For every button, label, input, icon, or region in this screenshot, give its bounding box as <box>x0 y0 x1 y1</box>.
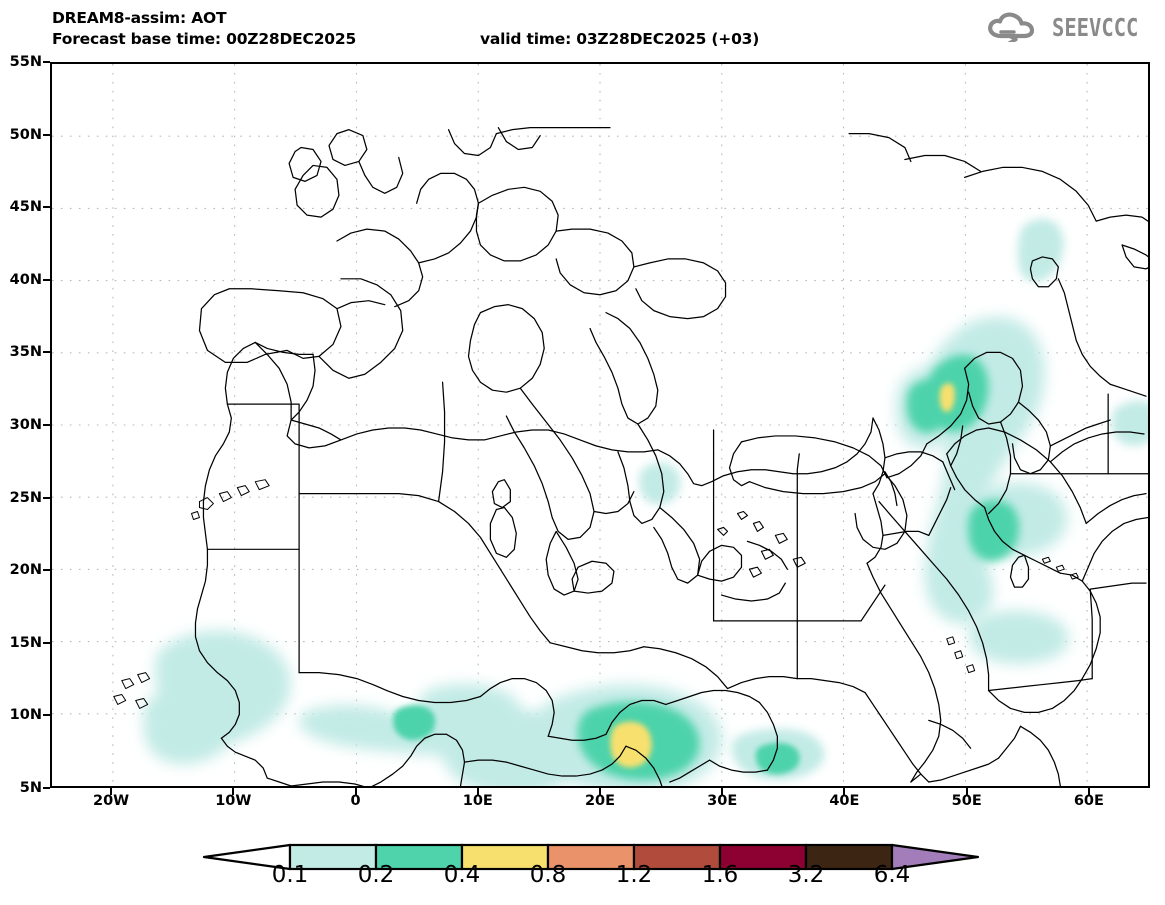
x-axis-label-50e: 50E <box>951 793 982 809</box>
y-axis-tick <box>43 206 50 209</box>
colorbar-svg <box>202 843 980 871</box>
aot-field <box>143 218 1148 786</box>
colorbar-label-2: 0.4 <box>443 862 481 888</box>
x-axis-tick <box>110 788 113 795</box>
map-coastlines <box>113 127 1148 786</box>
colorbar-over-swatch <box>890 843 980 871</box>
map-canvas <box>52 64 1148 786</box>
x-axis-tick <box>965 788 968 795</box>
x-axis-tick <box>232 788 235 795</box>
x-axis-label-0: 0 <box>350 793 361 809</box>
x-axis-label-30e: 30E <box>707 793 738 809</box>
y-axis-label-10n: 10N <box>9 707 42 724</box>
y-axis-label-20n: 20N <box>9 562 42 579</box>
seevccc-logo: SEEVCCC <box>987 10 1157 44</box>
colorbar <box>0 836 1165 876</box>
colorbar-labels: 0.1 0.2 0.4 0.8 1.2 1.6 3.2 6.4 <box>0 862 1165 896</box>
colorbar-label-0: 0.1 <box>271 862 309 888</box>
page-title: DREAM8-assim: AOT <box>52 9 227 27</box>
y-axis-label-45n: 45N <box>9 199 42 216</box>
y-axis-tick <box>43 61 50 63</box>
forecast-base-time-label: Forecast base time: 00Z28DEC2025 <box>52 30 357 48</box>
colorbar-label-7: 6.4 <box>873 862 911 888</box>
x-axis-label-60e: 60E <box>1073 793 1104 809</box>
x-axis-tick <box>354 788 357 795</box>
y-axis-tick <box>43 496 50 499</box>
colorbar-label-6: 3.2 <box>787 862 825 888</box>
x-axis-label-10e: 10E <box>462 793 493 809</box>
y-axis-tick <box>43 641 50 644</box>
y-axis-label-5n: 5N <box>19 780 42 796</box>
colorbar-label-4: 1.2 <box>615 862 653 888</box>
y-axis-label-40n: 40N <box>9 271 42 288</box>
x-axis-tick <box>476 788 479 795</box>
cloud-icon <box>987 12 1034 42</box>
x-axis-tick <box>843 788 846 795</box>
y-axis-label-50n: 50N <box>9 126 42 143</box>
y-axis-tick <box>43 133 50 136</box>
x-axis-label-20w: 20W <box>93 793 130 809</box>
y-axis-label-15n: 15N <box>9 634 42 651</box>
y-axis-label-35n: 35N <box>9 344 42 361</box>
x-axis-label-40e: 40E <box>829 793 860 809</box>
y-axis-tick <box>43 569 50 572</box>
y-axis-label-30n: 30N <box>9 417 42 433</box>
colorbar-label-5: 1.6 <box>701 862 739 888</box>
y-axis-tick <box>43 714 50 717</box>
x-axis-label-10w: 10W <box>215 793 252 809</box>
valid-time-label: valid time: 03Z28DEC2025 (+03) <box>480 30 760 48</box>
x-axis-tick <box>599 788 601 795</box>
y-axis-tick <box>43 351 50 354</box>
y-axis-tick <box>43 278 50 281</box>
colorbar-swatches <box>288 843 894 871</box>
x-axis-tick <box>721 788 724 795</box>
y-axis-label-25n: 25N <box>9 489 42 506</box>
x-axis-tick <box>1087 788 1090 795</box>
chart-header: DREAM8-assim: AOT Forecast base time: 00… <box>0 0 1165 60</box>
y-axis-tick <box>43 424 50 426</box>
y-axis-label-55n: 55N <box>9 54 42 70</box>
x-axis-label-20e: 20E <box>584 793 616 809</box>
colorbar-label-3: 0.8 <box>529 862 567 888</box>
logo-text: SEEVCCC <box>1051 12 1139 42</box>
y-axis-tick <box>43 787 50 789</box>
forecast-map-plot <box>50 62 1150 788</box>
colorbar-label-1: 0.2 <box>357 862 395 888</box>
